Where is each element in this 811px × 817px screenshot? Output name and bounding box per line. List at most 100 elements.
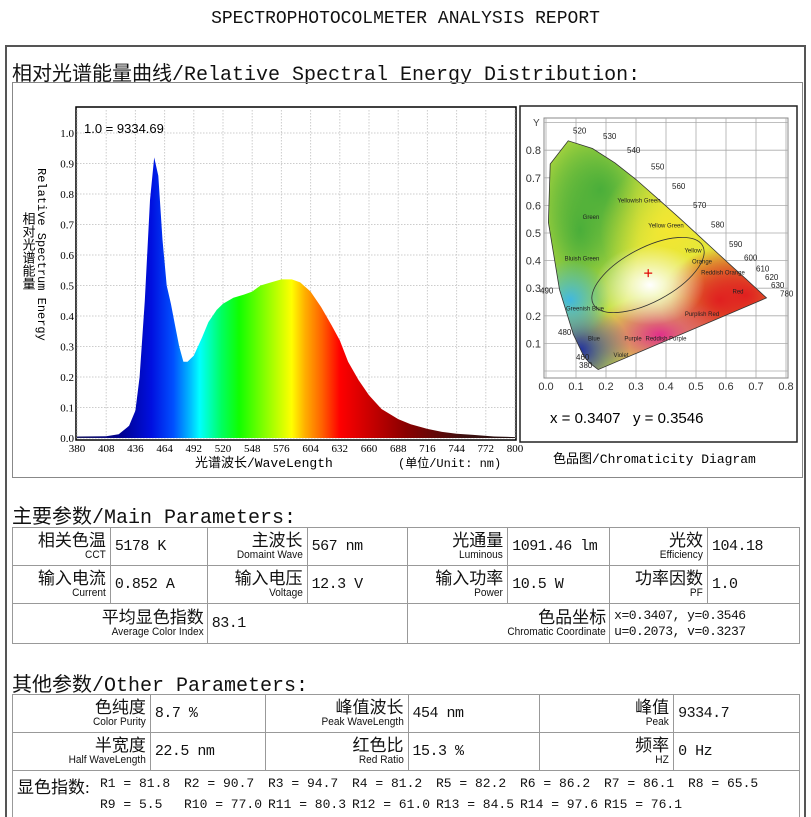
param-label-cn: 色纯度 xyxy=(94,697,146,717)
cri-value-r4: R4 = 81.2 xyxy=(352,776,423,791)
wavelength-label: 460 xyxy=(576,353,590,362)
main-parameters-table: 相关色温 CCT 5178 K 主波长 Domaint Wave 567 nm 光通量 Lum… xyxy=(12,527,800,644)
coord-xy-value: x=0.3407, y=0.3546 xyxy=(614,607,746,623)
region-label: Purple xyxy=(624,337,642,343)
wavelength-label: 540 xyxy=(627,146,641,155)
spectrum-area xyxy=(77,157,515,438)
param-value: 1.0 xyxy=(707,565,800,604)
region-label: Purplish Red xyxy=(685,312,719,318)
x-tick-label: 632 xyxy=(332,443,349,455)
wavelength-label: 570 xyxy=(693,201,707,210)
param-value: 10.5 W xyxy=(507,565,611,604)
x-axis-title: 光谱波长/WaveLength xyxy=(195,456,333,471)
param-label-cn: 半宽度 xyxy=(94,735,146,755)
param-label-cn: 频率 xyxy=(635,735,670,755)
region-label: Green xyxy=(583,215,600,221)
x-tick-label: 436 xyxy=(127,443,144,455)
region-label: Yellowish Green xyxy=(617,199,660,205)
x-tick-label: 492 xyxy=(186,443,203,455)
cri-values-list: R1 = 81.8 R2 = 90.7 R3 = 94.7 R4 = 81.2 R5 =… xyxy=(100,773,790,815)
cri-value-r8: R8 = 65.5 xyxy=(688,776,759,791)
region-label: Yellow Green xyxy=(648,223,683,229)
main-row: 相关色温 CCT 5178 K 主波长 Domaint Wave 567 nm 光通量 Lum… xyxy=(12,527,800,566)
param-label-cn: 光效 xyxy=(669,530,704,550)
x-tick-label: 464 xyxy=(156,443,173,455)
wavelength-label: 530 xyxy=(603,132,617,141)
param-label-en: PF xyxy=(690,586,704,599)
chroma-x-tick: 0.7 xyxy=(748,381,763,393)
charts-canvas: 380 408 436 464 492 520 548 576 604 632 660 688 716 7… xyxy=(20,105,798,471)
wavelength-label: 520 xyxy=(573,127,587,136)
chroma-y-tick: 0.3 xyxy=(526,283,541,295)
param-label-cn: 输入功率 xyxy=(435,568,504,588)
cri-value-r5: R5 = 82.2 xyxy=(436,776,507,791)
chart-panel xyxy=(12,82,803,478)
param-value: 567 nm xyxy=(306,527,409,566)
chroma-y-tick: 0.1 xyxy=(526,338,541,350)
cri-value-r13: R13 = 84.5 xyxy=(436,797,515,812)
y-tick-label: 0.5 xyxy=(60,281,74,293)
cri-value-r1: R1 = 81.8 xyxy=(100,776,171,791)
chroma-x-tick: 0.5 xyxy=(688,381,703,393)
param-label-en: Luminous xyxy=(459,548,504,561)
param-value: 8.7 % xyxy=(149,694,266,733)
coord-label-en: Chromatic Coordinate xyxy=(507,625,607,638)
report-frame xyxy=(5,45,806,817)
param-label-en: Efficiency xyxy=(659,548,704,561)
param-label-en: Peak xyxy=(646,715,670,728)
x-tick-label: 716 xyxy=(419,443,436,455)
y-tick-label: 0.1 xyxy=(60,403,74,415)
param-label-en: Half WaveLength xyxy=(68,753,146,766)
y-tick-label: 0.4 xyxy=(60,311,74,323)
cri-value-r2: R2 = 90.7 xyxy=(184,776,255,791)
chromaticity-point-marker xyxy=(644,269,653,278)
cri-value-r14: R14 = 97.6 xyxy=(520,797,599,812)
param-label-cn: 功率因数 xyxy=(635,568,704,588)
region-label: Bluish Green xyxy=(565,257,600,263)
param-value: 15.3 % xyxy=(407,732,541,771)
x-tick-label: 660 xyxy=(361,443,378,455)
wavelength-label: 600 xyxy=(744,254,758,263)
y-tick-label: 0.0 xyxy=(60,433,74,445)
spectral-locus xyxy=(547,140,768,371)
main-row: 输入电流 Current 0.852 A 输入电压 Voltage 12.3 V 输入功率 P… xyxy=(12,565,800,604)
param-label-cn: 峰值波长 xyxy=(335,697,404,717)
param-label-cn: 输入电流 xyxy=(37,568,106,588)
other-row: 半宽度 Half WaveLength 22.5 nm 红色比 Red Ratio 15.… xyxy=(12,732,800,771)
x-tick-label: 380 xyxy=(69,443,86,455)
coord-uv-value: u=0.2073, v=0.3237 xyxy=(614,623,746,639)
param-value: 0 Hz xyxy=(673,732,800,771)
chroma-y-tick: 0.6 xyxy=(526,200,541,212)
chroma-y-axis-label: Y xyxy=(533,118,540,129)
coord-label-cn: 色品坐标 xyxy=(538,607,607,627)
cri-value-r6: R6 = 86.2 xyxy=(520,776,591,791)
cri-values-row: 显色指数: R1 = 81.8 R2 = 90.7 R3 = 94.7 R4 = 81… xyxy=(12,770,800,817)
chroma-x-tick: 0.1 xyxy=(568,381,583,393)
param-label-en: Peak WaveLength xyxy=(321,715,404,728)
region-label: Red xyxy=(732,290,743,296)
chromaticity-readout: x = 0.3407 y = 0.3546 xyxy=(550,410,703,427)
param-value: 104.18 xyxy=(707,527,800,566)
param-value: 0.852 A xyxy=(109,565,208,604)
x-tick-label: 548 xyxy=(244,443,261,455)
other-parameters-table: 色纯度 Color Purity 8.7 % 峰值波长 Peak WaveLength 4… xyxy=(12,694,800,817)
white-region-outline xyxy=(591,236,705,314)
wavelength-label: 560 xyxy=(672,182,686,191)
wavelength-label: 580 xyxy=(711,220,725,229)
cri-value-r7: R7 = 86.1 xyxy=(604,776,675,791)
normalization-annotation: 1.0 = 9334.69 xyxy=(84,121,164,136)
param-label-en: HZ xyxy=(655,753,670,766)
y-tick-label: 0.2 xyxy=(60,372,74,384)
x-tick-label: 744 xyxy=(448,443,465,455)
cri-values-label: 显色指数: xyxy=(17,778,90,797)
chroma-x-tick: 0.2 xyxy=(598,381,613,393)
cri-value: 83.1 xyxy=(206,603,409,644)
y-tick-label: 0.9 xyxy=(60,159,74,171)
cri-value-r10: R10 = 77.0 xyxy=(184,797,263,812)
x-tick-label: 520 xyxy=(215,443,232,455)
cri-value-r11: R11 = 80.3 xyxy=(268,797,347,812)
wavelength-label: 620 xyxy=(765,273,779,282)
region-label: Violet xyxy=(614,353,629,359)
param-label-en: Color Purity xyxy=(92,715,146,728)
x-tick-label: 408 xyxy=(98,443,115,455)
